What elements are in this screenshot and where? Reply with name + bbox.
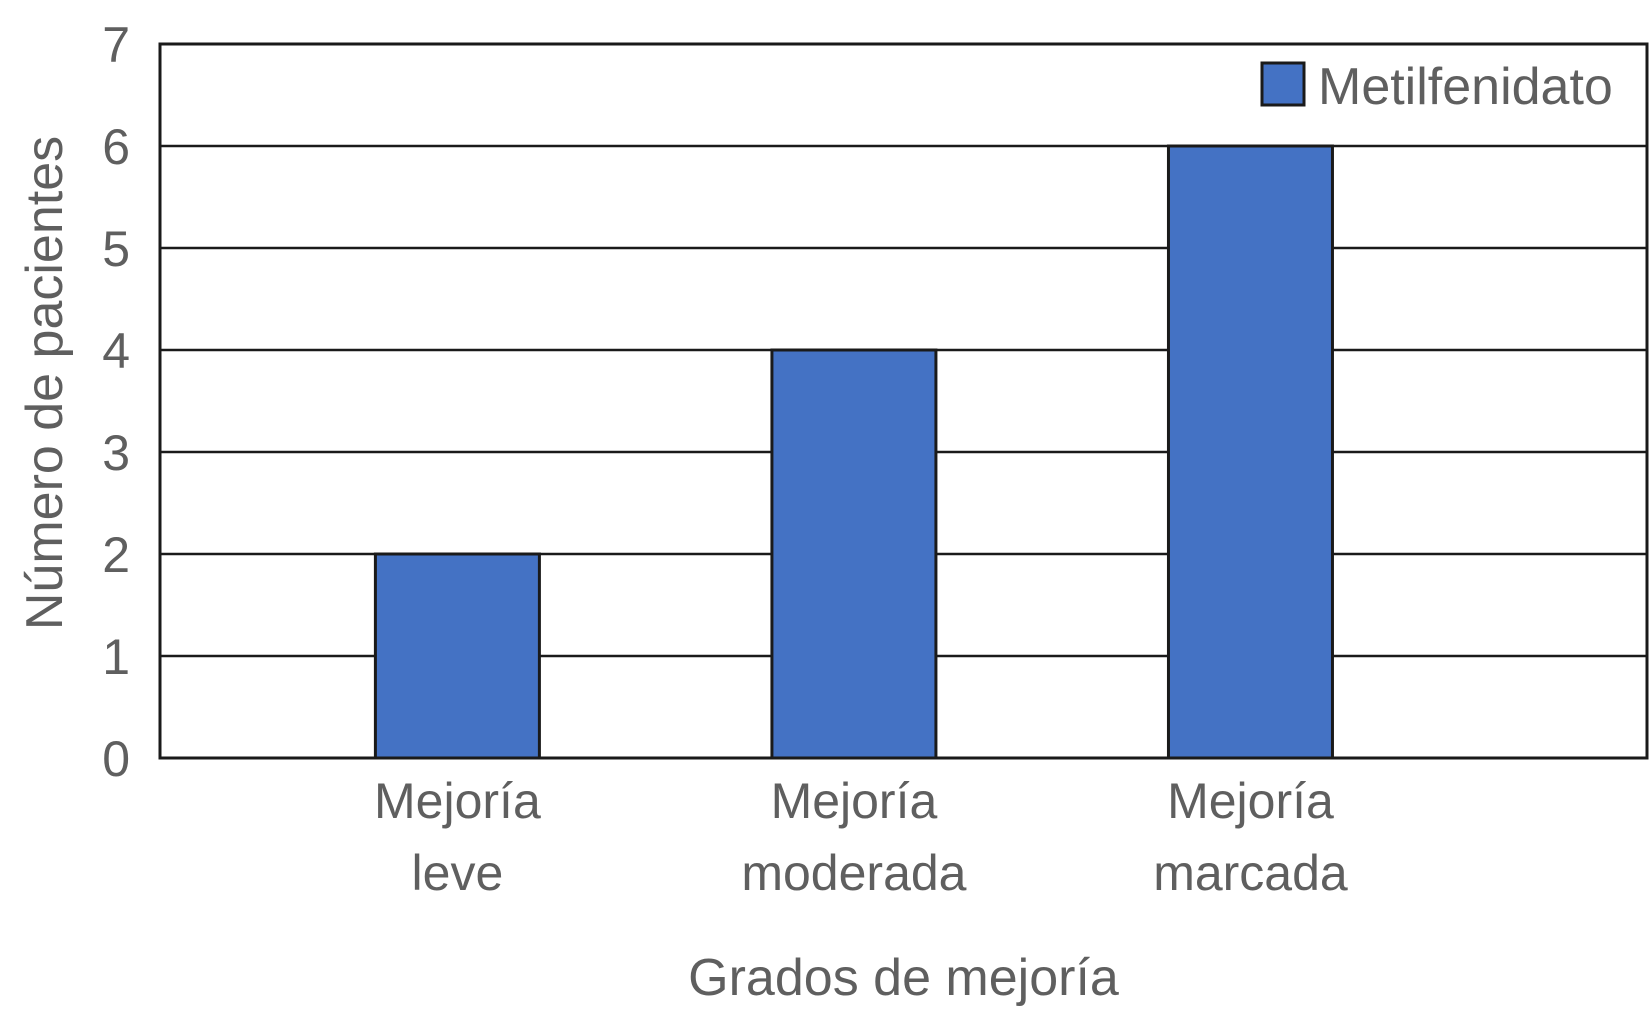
x-tick-label: Mejoría: [1167, 773, 1334, 829]
bar: [373, 552, 541, 760]
y-tick-label: 4: [102, 323, 130, 379]
x-tick-label: leve: [412, 845, 504, 901]
x-axis-labels: Mejoría leve Mejoría moderada Mejoría marcada: [374, 773, 1348, 901]
y-axis-title: Número de pacientes: [16, 136, 74, 630]
y-tick-label: 7: [102, 17, 130, 73]
plot-frame: [158, 42, 1649, 760]
y-tick-label: 6: [102, 119, 130, 175]
y-tick-label: 5: [102, 221, 130, 277]
y-tick-label: 3: [102, 425, 130, 481]
y-tick-label: 1: [102, 629, 130, 685]
y-axis-ticks: 0 1 2 3 4 5 6 7: [102, 17, 130, 787]
bar: [1166, 144, 1334, 760]
y-tick-label: 2: [102, 527, 130, 583]
x-tick-label: moderada: [741, 845, 966, 901]
y-tick-label: 0: [102, 731, 130, 787]
legend-swatch: [1260, 61, 1306, 107]
bar: [770, 348, 938, 760]
legend: Metilfenidato: [1260, 58, 1613, 116]
x-tick-label: Mejoría: [771, 773, 938, 829]
x-tick-label: marcada: [1153, 845, 1348, 901]
legend-label: Metilfenidato: [1318, 58, 1613, 116]
x-axis-title: Grados de mejoría: [688, 949, 1119, 1007]
bars: [373, 144, 1334, 760]
x-tick-label: Mejoría: [374, 773, 541, 829]
